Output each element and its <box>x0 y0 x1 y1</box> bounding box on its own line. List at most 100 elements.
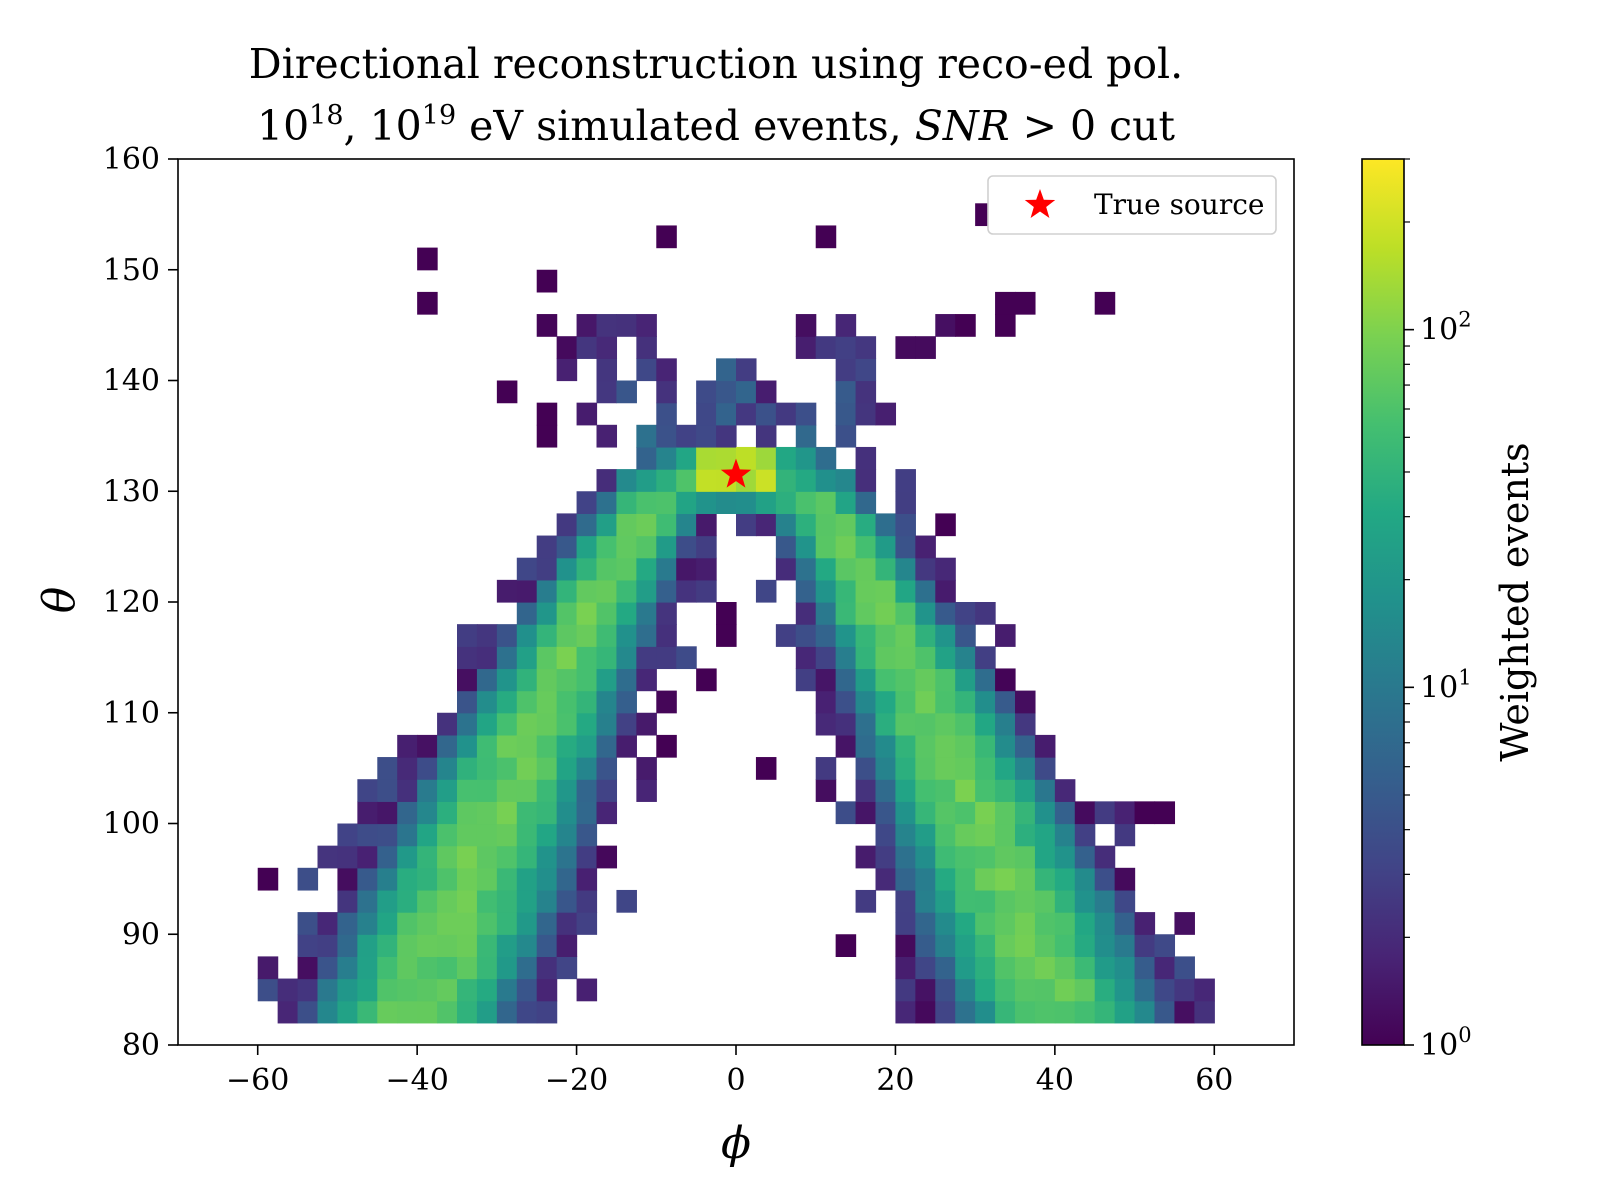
heatmap-cell <box>935 579 956 603</box>
heatmap-cell <box>596 624 618 647</box>
heatmap-cell <box>935 668 956 692</box>
heatmap-cell <box>297 978 319 1002</box>
heatmap-cell <box>955 823 976 847</box>
heatmap-cell <box>795 513 817 537</box>
heatmap-cell <box>1015 823 1036 847</box>
heatmap-cell <box>815 757 837 780</box>
heatmap-cell <box>1054 978 1076 1002</box>
heatmap-cell <box>357 867 378 891</box>
heatmap-cell <box>975 646 996 670</box>
heatmap-cell <box>496 889 518 913</box>
heatmap-cell <box>337 889 358 913</box>
heatmap-cell <box>815 646 837 670</box>
heatmap-cell <box>915 912 936 935</box>
heatmap-cell <box>596 535 618 559</box>
heatmap-cell <box>457 624 478 647</box>
heatmap-cell <box>1094 978 1116 1002</box>
heatmap-cell <box>496 912 518 935</box>
heatmap-cell <box>457 757 478 780</box>
heatmap-cell <box>855 358 877 382</box>
heatmap-cell <box>556 579 578 603</box>
heatmap-cell <box>576 314 598 337</box>
heatmap-cell <box>397 867 418 891</box>
heatmap-cell <box>835 624 857 647</box>
heatmap-cell <box>676 535 697 559</box>
heatmap-cell <box>576 624 598 647</box>
heatmap-cell <box>895 579 916 603</box>
heatmap-cell <box>536 314 558 337</box>
heatmap-cell <box>576 668 598 692</box>
heatmap-cell <box>995 801 1016 825</box>
heatmap-cell <box>457 889 478 913</box>
heatmap-cell <box>736 380 757 404</box>
heatmap-cell <box>755 513 777 537</box>
heatmap-cell <box>536 624 558 647</box>
heatmap-cell <box>476 912 498 935</box>
heatmap-cell <box>795 535 817 559</box>
heatmap-cell <box>317 1000 339 1024</box>
heatmap-cell <box>895 336 916 359</box>
heatmap-cell <box>357 934 378 957</box>
heatmap-cell <box>536 978 558 1002</box>
heatmap-cell <box>596 757 618 780</box>
heatmap-cell <box>576 579 598 603</box>
heatmap-cell <box>855 646 877 670</box>
heatmap-cell <box>915 779 936 802</box>
heatmap-cell <box>855 336 877 359</box>
heatmap-cell <box>835 602 857 625</box>
heatmap-cell <box>636 491 657 514</box>
heatmap-cell <box>1015 978 1036 1002</box>
heatmap-cell <box>516 734 538 758</box>
legend-star-icon <box>1024 189 1056 218</box>
heatmap-cell <box>855 801 877 825</box>
heatmap-cell <box>815 491 837 514</box>
heatmap-cell <box>636 469 657 492</box>
heatmap-cell <box>656 424 677 448</box>
heatmap-cell <box>1015 801 1036 825</box>
heatmap-cell <box>975 823 996 847</box>
heatmap-cell <box>1015 779 1036 802</box>
heatmap-cell <box>496 823 518 847</box>
heatmap-cell <box>835 690 857 714</box>
heatmap-cell <box>476 956 498 980</box>
heatmap-cell <box>556 513 578 537</box>
heatmap-cell <box>716 358 737 382</box>
heatmap-cell <box>935 624 956 647</box>
heatmap-cell <box>915 845 936 869</box>
heatmap-cell <box>736 402 757 426</box>
heatmap-cell <box>1154 956 1176 980</box>
heatmap-cell <box>895 668 916 692</box>
heatmap-cell <box>357 801 378 825</box>
heatmap-cell <box>835 535 857 559</box>
heatmap-cell <box>855 557 877 581</box>
heatmap-cell <box>556 823 578 847</box>
heatmap-cell <box>656 358 677 382</box>
heatmap-cell <box>775 535 797 559</box>
x-tick-label: 60 <box>1195 1063 1233 1098</box>
heatmap-cell <box>417 823 438 847</box>
heatmap-cell <box>815 225 837 249</box>
heatmap-cell <box>596 424 618 448</box>
heatmap-cell <box>457 690 478 714</box>
heatmap-cell <box>596 336 618 359</box>
heatmap-cell <box>437 889 458 913</box>
heatmap-cell <box>476 624 498 647</box>
heatmap-cell <box>636 424 657 448</box>
heatmap-cell <box>1074 934 1096 957</box>
heatmap-cell <box>895 491 916 514</box>
heatmap-cell <box>1054 845 1076 869</box>
heatmap-cell <box>696 402 717 426</box>
heatmap-cell <box>576 535 598 559</box>
heatmap-cell <box>1054 779 1076 802</box>
heatmap-cell <box>317 912 339 935</box>
x-tick-label: −20 <box>545 1063 608 1098</box>
heatmap-cell <box>417 912 438 935</box>
heatmap-cell <box>955 602 976 625</box>
heatmap-cell <box>1015 845 1036 869</box>
heatmap-cell <box>556 602 578 625</box>
heatmap-cell <box>835 358 857 382</box>
heatmap-cell <box>755 402 777 426</box>
title-pow-exp-b: 19 <box>422 100 456 131</box>
heatmap-cell <box>875 801 897 825</box>
heatmap-cell <box>815 469 837 492</box>
